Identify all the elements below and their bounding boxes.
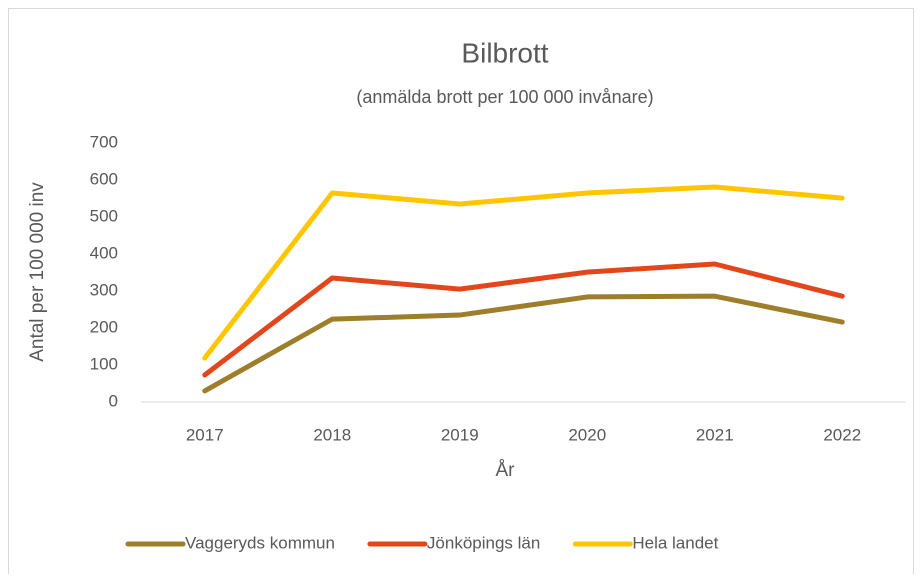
x-tick-label: 2018 xyxy=(313,425,351,444)
x-axis-label: År xyxy=(496,460,516,481)
y-tick-label: 0 xyxy=(109,391,118,410)
series-line xyxy=(202,261,845,378)
x-tick-label: 2020 xyxy=(568,425,606,444)
y-tick-label: 600 xyxy=(90,169,118,188)
y-tick-label: 700 xyxy=(90,132,118,151)
legend-label: Vaggeryds kommun xyxy=(185,533,335,552)
series-line xyxy=(202,293,845,394)
legend-label: Hela landet xyxy=(632,533,718,552)
x-tick-label: 2022 xyxy=(823,425,861,444)
y-tick-label: 400 xyxy=(90,243,118,262)
chart-title: Bilbrott xyxy=(461,37,548,68)
y-tick-label: 500 xyxy=(90,206,118,225)
legend-label: Jönköpings län xyxy=(427,533,540,552)
y-axis-label: Antal per 100 000 inv xyxy=(27,182,48,362)
y-tick-label: 200 xyxy=(90,317,118,336)
x-tick-label: 2019 xyxy=(441,425,479,444)
y-tick-label: 100 xyxy=(90,354,118,373)
x-tick-label: 2017 xyxy=(186,425,224,444)
chart-border xyxy=(8,8,914,579)
series-line xyxy=(202,184,845,361)
y-tick-label: 300 xyxy=(90,280,118,299)
chart-subtitle: (anmälda brott per 100 000 invånare) xyxy=(356,87,653,107)
x-tick-label: 2021 xyxy=(696,425,734,444)
